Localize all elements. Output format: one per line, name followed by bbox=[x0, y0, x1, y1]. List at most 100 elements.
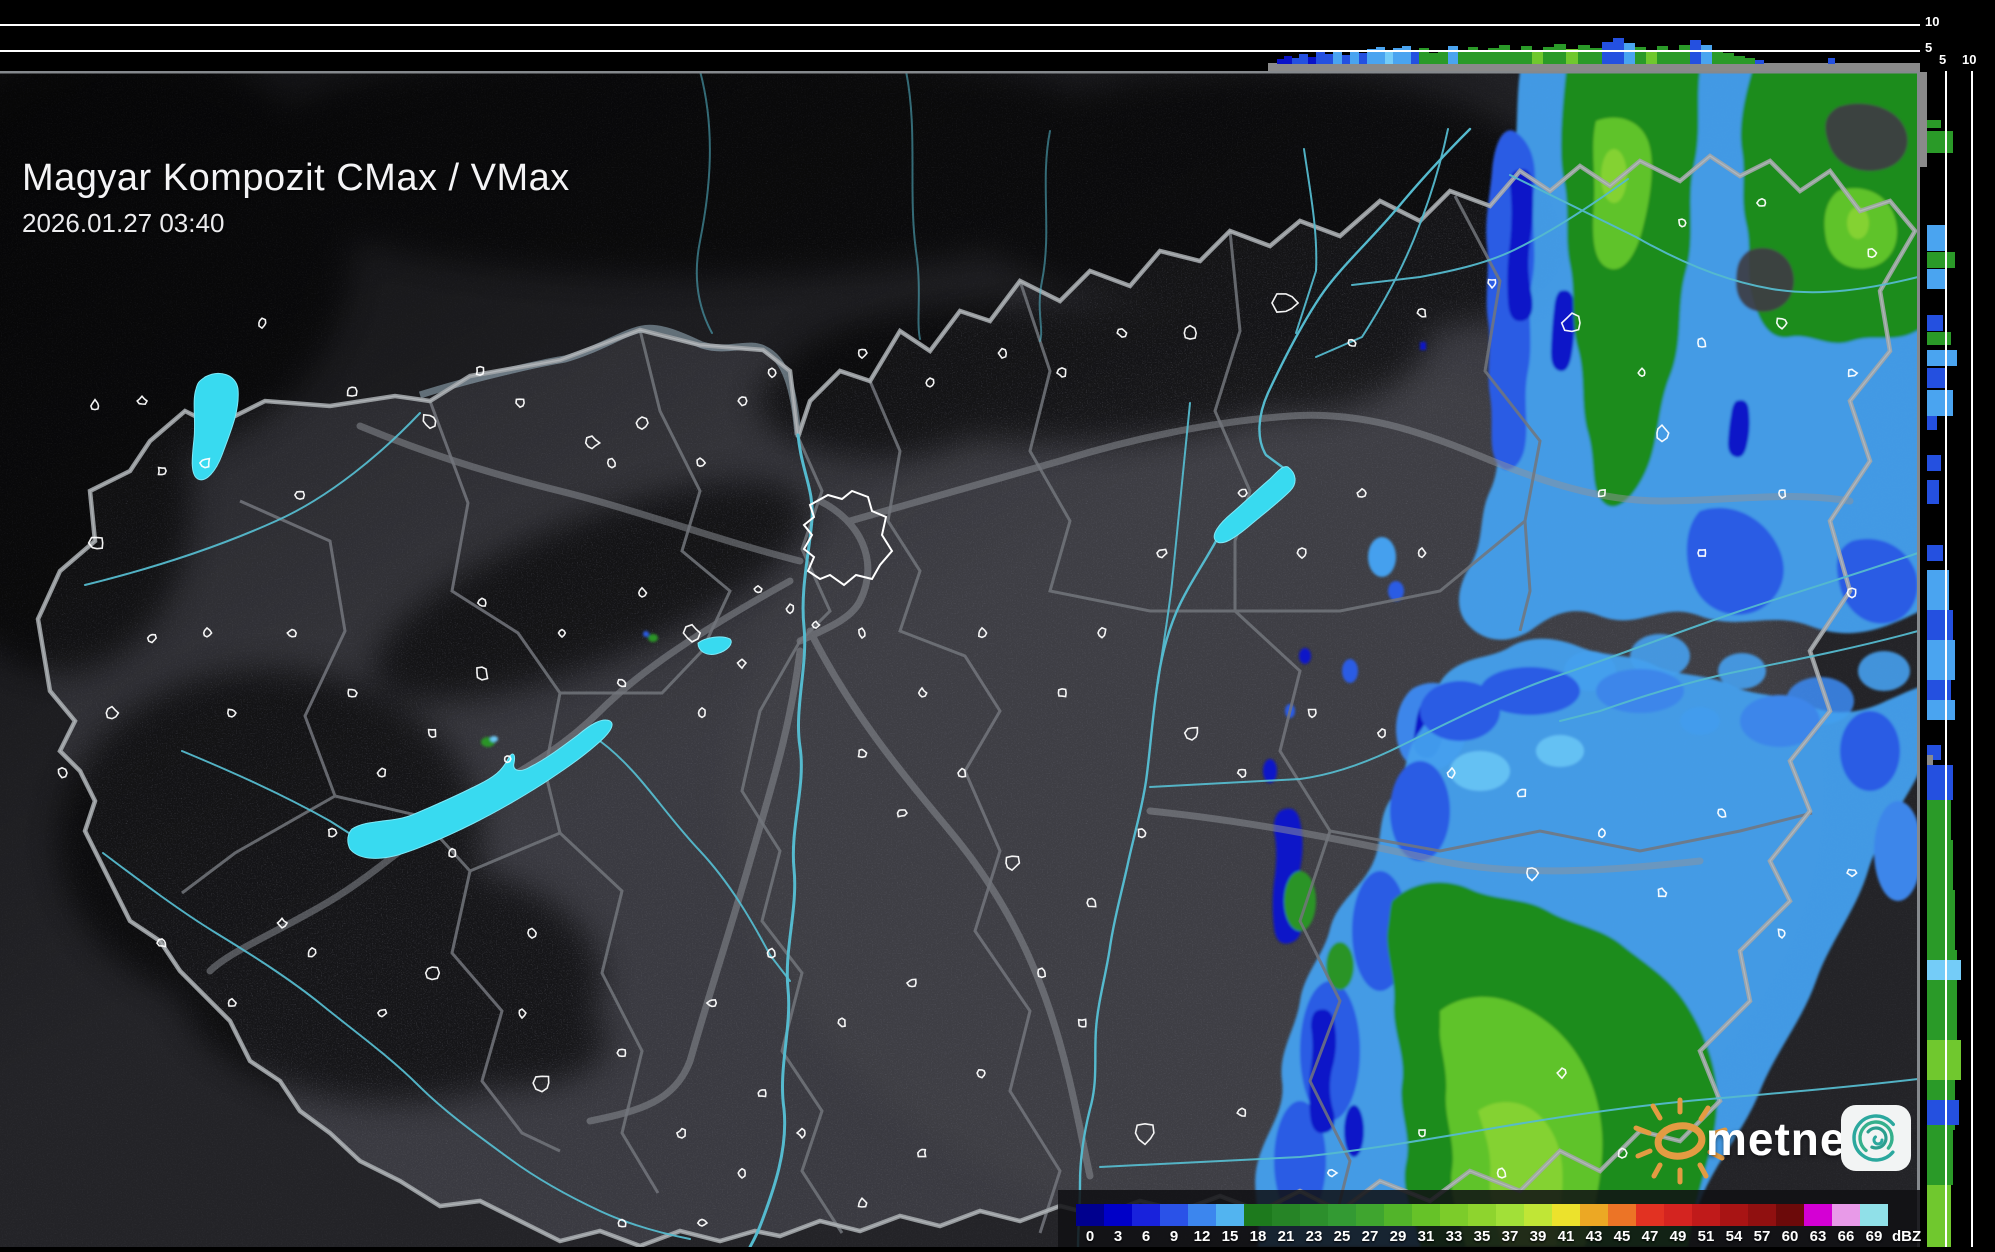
scale-level-label: 37 bbox=[1501, 1228, 1519, 1245]
town-outline bbox=[202, 626, 213, 638]
town-outline bbox=[227, 997, 238, 1007]
scale-level-label: 3 bbox=[1113, 1228, 1123, 1245]
lakes bbox=[191, 373, 1296, 859]
town-outline bbox=[635, 416, 649, 431]
town-outline bbox=[527, 927, 538, 940]
echo-top-profile-bar bbox=[1316, 52, 1325, 64]
town-outlines bbox=[57, 197, 1878, 1228]
echo-top-profile-bar bbox=[1325, 54, 1333, 64]
right-axis-label-5: 5 bbox=[1939, 52, 1947, 67]
echo-top-profile-bar bbox=[1543, 47, 1554, 64]
town-outline bbox=[616, 678, 627, 688]
header: Magyar Kompozit CMax / VMax 2026.01.27 0… bbox=[22, 157, 570, 239]
town-outline bbox=[1134, 1122, 1155, 1146]
echo-top-profile-bar bbox=[1690, 40, 1701, 64]
scale-swatch bbox=[1804, 1204, 1832, 1226]
echo-top-profile-bar bbox=[1402, 46, 1411, 64]
town-outline bbox=[1446, 766, 1456, 780]
town-outline bbox=[1307, 708, 1317, 719]
town-outline bbox=[976, 1068, 986, 1079]
scale-swatch bbox=[1272, 1204, 1300, 1226]
scale-swatch bbox=[1104, 1204, 1132, 1226]
scale-swatch bbox=[1580, 1204, 1608, 1226]
echo-side-profile-bar bbox=[1927, 755, 1933, 771]
town-outline bbox=[276, 916, 289, 929]
town-outline bbox=[57, 766, 68, 779]
scale-swatch bbox=[1692, 1204, 1720, 1226]
town-outline bbox=[1617, 1147, 1628, 1159]
town-outline bbox=[811, 620, 821, 630]
town-outline bbox=[146, 633, 158, 644]
echo-top-profile-bar bbox=[1419, 48, 1429, 64]
scale-level-label: 45 bbox=[1613, 1228, 1631, 1245]
echo-top-profile-bar bbox=[1590, 48, 1602, 64]
budapest-outline bbox=[802, 489, 894, 587]
scale-swatch bbox=[1188, 1204, 1216, 1226]
echo-side-profile-bar bbox=[1927, 890, 1955, 950]
scale-swatch bbox=[1412, 1204, 1440, 1226]
dbz-scale-swatches bbox=[1076, 1204, 1888, 1226]
echo-side-profile-bar bbox=[1927, 390, 1953, 416]
town-outline bbox=[1697, 548, 1707, 557]
top-height-profile-panel bbox=[0, 0, 1920, 71]
town-outline bbox=[1183, 726, 1199, 741]
echo-top-profile-bar bbox=[1745, 58, 1755, 64]
town-outline bbox=[616, 1048, 627, 1058]
town-outline bbox=[347, 688, 358, 698]
scale-swatch bbox=[1244, 1204, 1272, 1226]
town-outline bbox=[1637, 367, 1646, 378]
scale-swatch bbox=[1160, 1204, 1188, 1226]
town-outline bbox=[1775, 317, 1788, 330]
town-outline bbox=[1356, 487, 1367, 498]
town-outline bbox=[136, 394, 149, 406]
town-outline bbox=[1183, 324, 1198, 340]
town-outline bbox=[1086, 897, 1097, 908]
lake-ferto bbox=[191, 373, 239, 481]
town-outline bbox=[1847, 368, 1859, 378]
scale-level-label: 12 bbox=[1193, 1228, 1211, 1245]
town-outline bbox=[997, 347, 1008, 359]
town-outline bbox=[327, 827, 338, 838]
tisza-river bbox=[1076, 127, 1472, 1247]
motorway-lines bbox=[206, 411, 1854, 1180]
town-outline bbox=[1418, 1129, 1426, 1138]
town-outline bbox=[198, 457, 211, 469]
town-outline bbox=[157, 466, 167, 476]
map-top-edge bbox=[0, 71, 1920, 74]
scale-level-label: 33 bbox=[1445, 1228, 1463, 1245]
echo-side-profile-bar bbox=[1927, 960, 1961, 980]
metnet-logo: metnet bbox=[1628, 1090, 1920, 1186]
weather-map: Magyar Kompozit CMax / VMax 2026.01.27 0… bbox=[0, 71, 1920, 1247]
echo-side-profile-bar bbox=[1927, 315, 1943, 331]
lake-tisza bbox=[1213, 466, 1296, 544]
right-axis-label-10: 10 bbox=[1962, 52, 1977, 67]
town-outline bbox=[757, 1089, 767, 1098]
scale-level-label: 43 bbox=[1585, 1228, 1603, 1245]
town-outline bbox=[1137, 828, 1147, 839]
echo-top-profile-bar bbox=[1359, 53, 1367, 64]
profile-axis-corner: 10 5 5 10 bbox=[1920, 0, 1995, 71]
scale-swatch bbox=[1552, 1204, 1580, 1226]
scale-swatch bbox=[1664, 1204, 1692, 1226]
radar-echo-layer bbox=[481, 71, 1920, 1247]
echo-side-profile-bar bbox=[1927, 640, 1955, 680]
country-border bbox=[38, 156, 1915, 1246]
echo-side-profile-bar bbox=[1927, 700, 1955, 720]
town-outline bbox=[1556, 1067, 1567, 1080]
town-outline bbox=[1867, 247, 1878, 259]
town-outline bbox=[1056, 367, 1067, 378]
scale-swatch bbox=[1468, 1204, 1496, 1226]
town-outline bbox=[637, 586, 648, 598]
scale-level-label: 63 bbox=[1809, 1228, 1827, 1245]
scale-swatch bbox=[1636, 1204, 1664, 1226]
town-outline bbox=[1516, 788, 1527, 798]
town-outline bbox=[1777, 928, 1786, 939]
logo-text: metnet bbox=[1706, 1113, 1863, 1165]
town-outline bbox=[857, 1196, 868, 1208]
echo-side-profile-bar bbox=[1927, 252, 1955, 268]
scale-level-label: 49 bbox=[1669, 1228, 1687, 1245]
town-outline bbox=[753, 584, 763, 594]
town-outline bbox=[518, 1008, 527, 1020]
scale-unit-label: dBZ bbox=[1892, 1228, 1922, 1245]
scale-swatch bbox=[1300, 1204, 1328, 1226]
